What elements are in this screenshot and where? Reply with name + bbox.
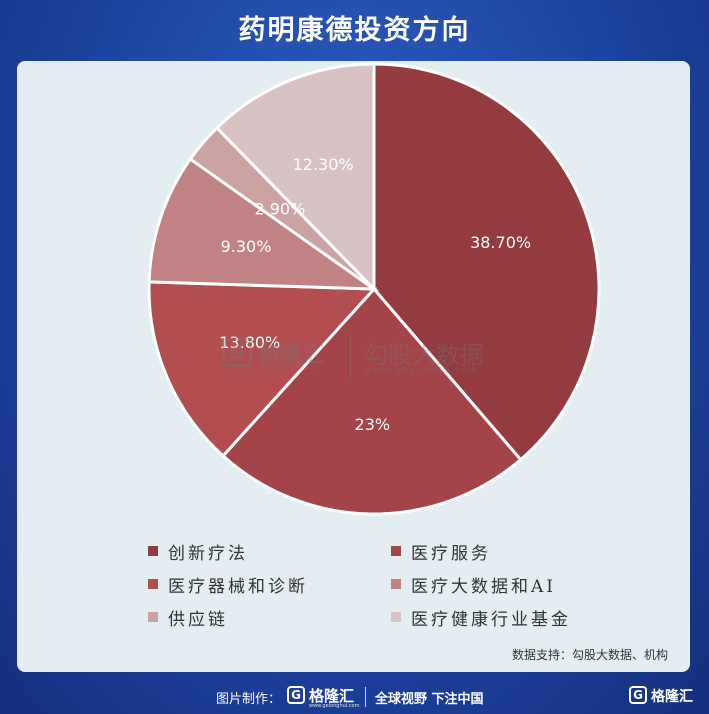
brand-logo-icon: G xyxy=(287,686,305,704)
legend-swatch xyxy=(391,579,401,589)
pie-slice-1 xyxy=(220,286,523,516)
corner-brand-name: 格隆汇 xyxy=(651,689,693,705)
legend-label: 医疗健康行业基金 xyxy=(411,609,571,630)
legend-label: 医疗器械和诊断 xyxy=(168,576,308,597)
legend-item-3: 医疗大数据和AI xyxy=(391,570,628,598)
brand-url: www.gelonghui.com xyxy=(309,703,360,709)
slogan: 全球视野 下注中国 xyxy=(375,692,484,707)
chart-panel: 38.70% 23% 13.80% 9.30% 2.90% 12.30% G 格隆汇 ww… xyxy=(17,61,690,672)
legend-label: 医疗大数据和AI xyxy=(411,576,556,597)
legend: 创新疗法 医疗服务医疗器械和诊断 医疗大数据和AI 供应链 医疗健康行业基金 xyxy=(148,537,628,631)
legend-item-1: 医疗服务 xyxy=(391,537,628,565)
legend-swatch xyxy=(391,546,401,556)
legend-swatch xyxy=(391,612,401,622)
pie-slice-3 xyxy=(147,156,379,291)
legend-label: 医疗服务 xyxy=(411,543,491,564)
legend-item-0: 创新疗法 xyxy=(148,537,391,565)
pie-slice-5 xyxy=(214,62,376,293)
legend-item-2: 医疗器械和诊断 xyxy=(148,570,391,598)
pie-slice-2 xyxy=(147,280,378,459)
legend-swatch xyxy=(148,612,158,622)
pie-chart: 38.70% 23% 13.80% 9.30% 2.90% 12.30% xyxy=(147,62,601,516)
corner-logo-icon: G xyxy=(629,686,647,704)
pie-slice-0 xyxy=(372,62,601,462)
credit-label: 图片制作： xyxy=(216,692,282,707)
legend-swatch xyxy=(148,546,158,556)
legend-item-4: 供应链 xyxy=(148,603,391,631)
slice-data-label-0: 38.70% xyxy=(470,233,531,252)
footer-divider xyxy=(365,687,366,707)
page-title: 药明康德投资方向 xyxy=(238,15,471,46)
source-note: 数据支持：勾股大数据、机构 xyxy=(511,648,668,662)
legend-item-5: 医疗健康行业基金 xyxy=(391,603,628,631)
slice-data-label-5: 12.30% xyxy=(293,155,354,174)
slice-data-label-4: 2.90% xyxy=(254,200,305,219)
legend-swatch xyxy=(148,579,158,589)
legend-label: 供应链 xyxy=(168,609,228,630)
slice-data-label-3: 9.30% xyxy=(221,237,272,256)
legend-label: 创新疗法 xyxy=(168,543,248,564)
slice-data-label-2: 13.80% xyxy=(219,333,280,352)
brand-name: 格隆汇 xyxy=(309,687,355,705)
footer: 图片制作： G 格隆汇 www.gelonghui.com 全球视野 下注中国 … xyxy=(0,680,709,714)
slice-data-label-1: 23% xyxy=(355,415,391,434)
